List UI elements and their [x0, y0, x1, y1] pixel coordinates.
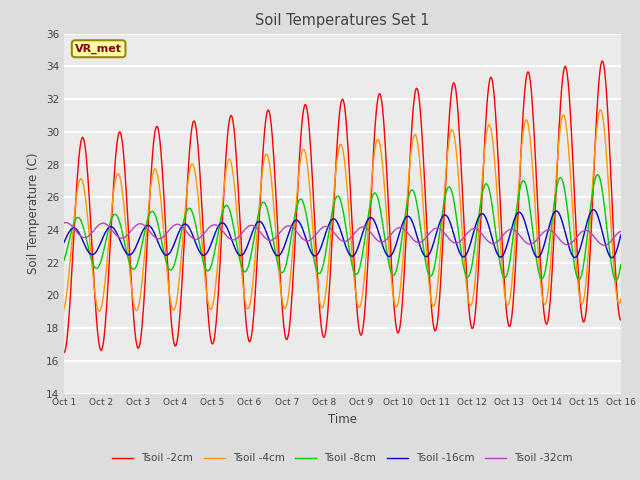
- Tsoil -2cm: [214, 305, 221, 311]
- Tsoil -4cm: [597, 107, 605, 113]
- Tsoil -16cm: [410, 224, 418, 229]
- Tsoil -16cm: [590, 207, 598, 213]
- Tsoil -32cm: [185, 231, 193, 237]
- Tsoil -4cm: [60, 306, 68, 312]
- Tsoil -16cm: [60, 240, 68, 245]
- Legend: Tsoil -2cm, Tsoil -4cm, Tsoil -8cm, Tsoil -16cm, Tsoil -32cm: Tsoil -2cm, Tsoil -4cm, Tsoil -8cm, Tsoi…: [108, 449, 577, 468]
- Tsoil -4cm: [128, 290, 136, 296]
- Tsoil -32cm: [71, 227, 79, 232]
- Tsoil -4cm: [214, 255, 222, 261]
- Tsoil -2cm: [410, 97, 418, 103]
- Text: VR_met: VR_met: [75, 44, 122, 54]
- Title: Soil Temperatures Set 1: Soil Temperatures Set 1: [255, 13, 429, 28]
- Tsoil -8cm: [70, 220, 78, 226]
- Line: Tsoil -8cm: Tsoil -8cm: [64, 175, 621, 281]
- Tsoil -16cm: [70, 225, 78, 231]
- X-axis label: Time: Time: [328, 413, 357, 426]
- Tsoil -16cm: [609, 255, 616, 261]
- Tsoil -16cm: [214, 225, 221, 231]
- Tsoil -32cm: [214, 223, 222, 229]
- Tsoil -16cm: [617, 232, 625, 238]
- Tsoil -8cm: [617, 262, 625, 267]
- Tsoil -2cm: [598, 58, 606, 64]
- Tsoil -8cm: [410, 190, 418, 195]
- Tsoil -32cm: [411, 238, 419, 244]
- Tsoil -8cm: [184, 206, 192, 212]
- Tsoil -8cm: [214, 234, 221, 240]
- Tsoil -16cm: [127, 251, 135, 257]
- Tsoil -4cm: [411, 132, 419, 137]
- Tsoil -32cm: [63, 220, 70, 226]
- Tsoil -8cm: [127, 264, 135, 270]
- Line: Tsoil -16cm: Tsoil -16cm: [64, 210, 621, 258]
- Tsoil -2cm: [60, 350, 68, 356]
- Tsoil -32cm: [128, 227, 136, 232]
- Tsoil -2cm: [426, 288, 434, 294]
- Tsoil -2cm: [184, 172, 192, 178]
- Tsoil -4cm: [185, 174, 193, 180]
- Tsoil -2cm: [127, 280, 135, 286]
- Tsoil -16cm: [184, 223, 192, 228]
- Line: Tsoil -2cm: Tsoil -2cm: [64, 61, 621, 353]
- Tsoil -32cm: [617, 228, 625, 234]
- Y-axis label: Soil Temperature (C): Soil Temperature (C): [28, 153, 40, 275]
- Tsoil -32cm: [428, 229, 435, 235]
- Tsoil -8cm: [612, 278, 620, 284]
- Tsoil -4cm: [428, 297, 435, 302]
- Tsoil -8cm: [60, 257, 68, 263]
- Tsoil -4cm: [70, 215, 78, 221]
- Tsoil -32cm: [601, 242, 609, 248]
- Tsoil -2cm: [617, 317, 625, 323]
- Tsoil -8cm: [594, 172, 602, 178]
- Tsoil -4cm: [617, 296, 625, 302]
- Tsoil -2cm: [70, 228, 78, 234]
- Tsoil -32cm: [60, 220, 68, 226]
- Tsoil -8cm: [426, 273, 434, 279]
- Tsoil -16cm: [426, 249, 434, 255]
- Tsoil -4cm: [96, 308, 104, 314]
- Line: Tsoil -4cm: Tsoil -4cm: [64, 110, 621, 311]
- Line: Tsoil -32cm: Tsoil -32cm: [64, 223, 621, 245]
